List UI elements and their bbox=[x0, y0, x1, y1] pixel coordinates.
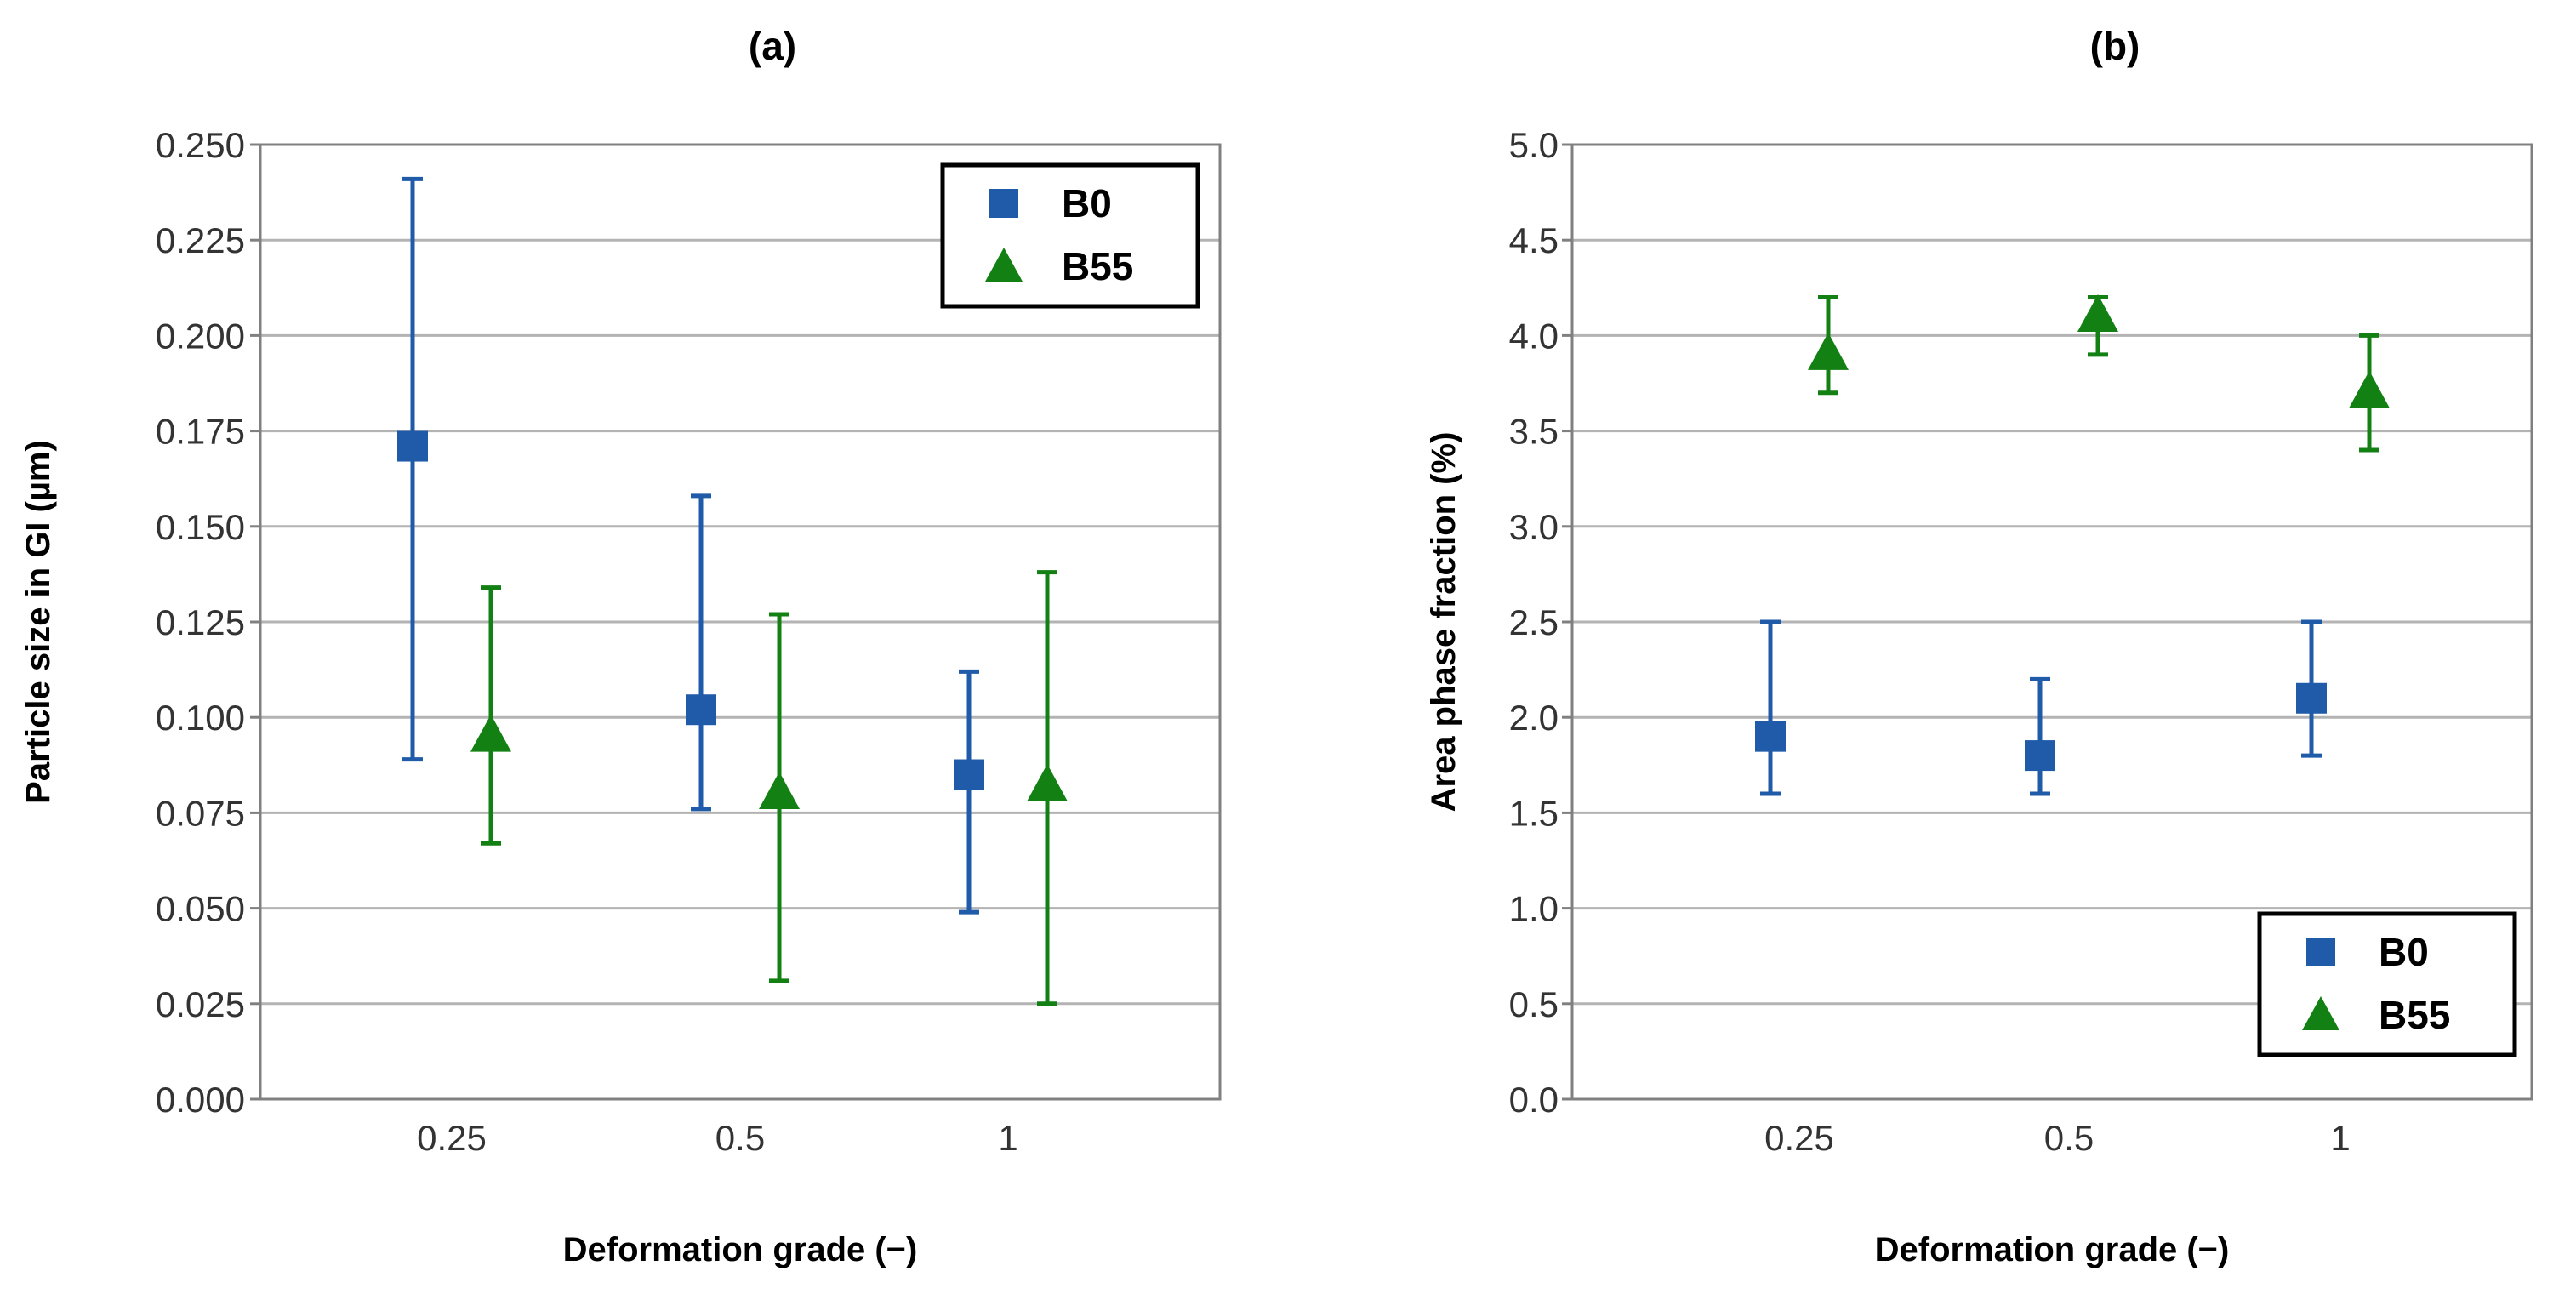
data-point-triangle bbox=[470, 714, 511, 752]
data-point-triangle bbox=[2077, 294, 2118, 332]
chart-b: (b) 0.0 0.5 1.0 1.5 2.0 2.5 3.0 3.5 4.0 4.5 5.0 0.25… bbox=[1425, 24, 2533, 1268]
y-tick-label: 2.5 bbox=[1509, 602, 1559, 642]
legend-label: B55 bbox=[1062, 244, 1133, 288]
x-axis-title: Deformation grade (−) bbox=[563, 1231, 918, 1268]
data-point-square bbox=[2296, 682, 2327, 714]
y-tick-label: 0.075 bbox=[156, 793, 245, 833]
y-tick-label: 4.5 bbox=[1509, 220, 1559, 260]
data-point-square bbox=[2025, 740, 2055, 772]
x-tick-label: 1 bbox=[998, 1118, 1017, 1158]
data-point-triangle bbox=[2349, 370, 2390, 408]
legend-label: B0 bbox=[2379, 930, 2429, 974]
chart-a: (a) 0.000 0.025 0.050 0.075 0.100 0.125 0.150 0.… bbox=[20, 24, 1222, 1268]
panel-label: (b) bbox=[2090, 24, 2140, 68]
y-tick-label: 2.0 bbox=[1509, 698, 1559, 738]
legend-marker-square bbox=[989, 189, 1018, 218]
y-tick-label: 0.0 bbox=[1509, 1080, 1559, 1120]
y-tick-label: 0.100 bbox=[156, 698, 245, 738]
y-tick-label: 0.050 bbox=[156, 889, 245, 929]
y-axis-title: Particle size in GI (µm) bbox=[20, 440, 57, 804]
y-tick-label: 4.0 bbox=[1509, 316, 1559, 356]
data-point-triangle bbox=[1808, 332, 1849, 370]
plot-area bbox=[1570, 143, 2533, 1101]
y-tick-label: 0.025 bbox=[156, 984, 245, 1024]
data-point-square bbox=[1755, 721, 1786, 752]
y-tick-label: 1.0 bbox=[1509, 889, 1559, 929]
legend-marker-triangle bbox=[985, 248, 1023, 282]
y-tick-label: 0.000 bbox=[156, 1080, 245, 1120]
legend-marker-triangle bbox=[2302, 996, 2339, 1030]
x-tick-label: 0.25 bbox=[417, 1118, 487, 1158]
y-tick-label: 0.125 bbox=[156, 602, 245, 642]
legend-box bbox=[940, 162, 1200, 309]
plot-area bbox=[259, 143, 1222, 1101]
data-point-square bbox=[397, 430, 428, 462]
series-B0 bbox=[397, 176, 984, 915]
y-axis-title: Area phase fraction (%) bbox=[1425, 432, 1462, 812]
y-tick-label: 3.5 bbox=[1509, 412, 1559, 452]
y-tick-label: 3.0 bbox=[1509, 507, 1559, 547]
legend-box bbox=[2257, 911, 2517, 1057]
data-point-square bbox=[954, 759, 984, 790]
x-tick-label: 0.25 bbox=[1764, 1118, 1834, 1158]
legend-label: B0 bbox=[1062, 181, 1112, 225]
data-point-triangle bbox=[759, 771, 800, 809]
panel-label: (a) bbox=[749, 24, 796, 68]
y-tick-label: 0.150 bbox=[156, 507, 245, 547]
x-tick-label: 0.5 bbox=[715, 1118, 765, 1158]
x-axis-title: Deformation grade (−) bbox=[1875, 1231, 2230, 1268]
x-tick-label: 1 bbox=[2330, 1118, 2350, 1158]
series-B0 bbox=[1755, 619, 2327, 796]
y-tick-label: 0.5 bbox=[1509, 984, 1559, 1024]
series-B55 bbox=[1808, 294, 2390, 453]
legend-marker-square bbox=[2306, 938, 2335, 966]
x-tick-label: 0.5 bbox=[2044, 1118, 2094, 1158]
data-point-triangle bbox=[1027, 763, 1068, 801]
legend-label: B55 bbox=[2379, 993, 2450, 1037]
y-tick-label: 1.5 bbox=[1509, 793, 1559, 833]
y-tick-label: 0.175 bbox=[156, 412, 245, 452]
y-tick-label: 0.200 bbox=[156, 316, 245, 356]
y-tick-label: 0.225 bbox=[156, 220, 245, 260]
series-B55 bbox=[470, 570, 1068, 1006]
y-tick-label: 5.0 bbox=[1509, 125, 1559, 165]
data-point-square bbox=[686, 694, 716, 726]
y-tick-label: 0.250 bbox=[156, 125, 245, 165]
